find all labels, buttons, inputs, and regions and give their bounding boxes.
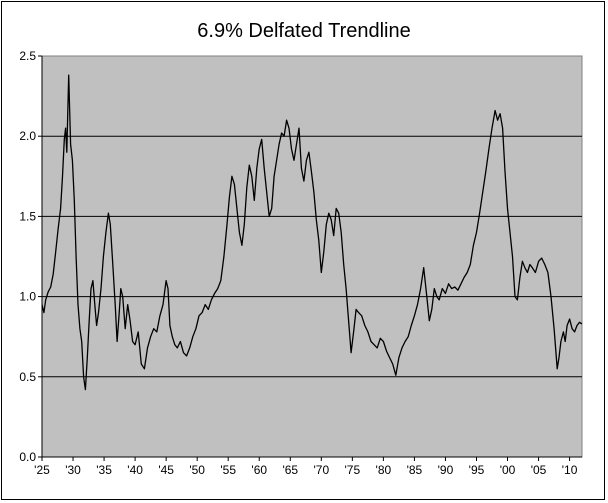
series-line xyxy=(41,74,583,391)
y-tick-label: 0.5 xyxy=(19,370,36,384)
x-tick-label: '25 xyxy=(34,463,50,477)
y-axis-ticks: 0.0 0.5 1.0 1.5 2.0 2.5 xyxy=(19,49,42,464)
y-tick-label: 1.5 xyxy=(19,209,36,223)
y-tick-label: 1.0 xyxy=(19,290,36,304)
x-tick-label: '90 xyxy=(438,463,454,477)
gridlines xyxy=(42,135,582,378)
x-tick-label: '75 xyxy=(345,463,361,477)
y-tick-label: 0.0 xyxy=(19,450,36,464)
x-tick-label: '95 xyxy=(469,463,485,477)
x-tick-label: '10 xyxy=(562,463,578,477)
x-tick-label: '80 xyxy=(376,463,392,477)
x-tick-label: '35 xyxy=(96,463,112,477)
chart-title: 6.9% Delfated Trendline xyxy=(197,20,411,42)
x-tick-label: '85 xyxy=(407,463,423,477)
x-tick-label: '40 xyxy=(127,463,143,477)
y-tick-label: 2.5 xyxy=(19,49,36,63)
y-tick-label: 2.0 xyxy=(19,129,36,143)
x-tick-label: '60 xyxy=(251,463,267,477)
x-tick-label: '30 xyxy=(65,463,81,477)
x-tick-label: '70 xyxy=(313,463,329,477)
plot-area xyxy=(41,55,583,458)
x-axis-ticks: '25 '30 '35 '40 '45 '50 '55 '60 '65 '70 '75 '80 '85 '… xyxy=(34,457,578,477)
x-tick-label: '45 xyxy=(158,463,174,477)
x-tick-label: '00 xyxy=(500,463,516,477)
x-tick-label: '05 xyxy=(531,463,547,477)
x-tick-label: '55 xyxy=(220,463,236,477)
x-tick-label: '65 xyxy=(282,463,298,477)
x-tick-label: '50 xyxy=(189,463,205,477)
